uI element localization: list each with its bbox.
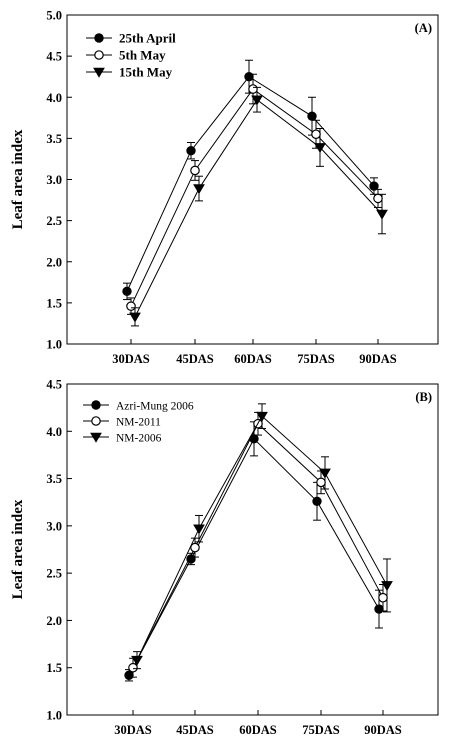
y-tick-label: 4.0 [46, 91, 62, 105]
legend-marker [90, 432, 102, 443]
y-axis-title: Leaf area index [10, 499, 26, 599]
data-point [126, 301, 136, 311]
x-tick-label: 75DAS [297, 352, 335, 366]
series-2 [129, 86, 388, 327]
x-tick-label: 75DAS [302, 723, 340, 737]
y-tick-label: 1.5 [46, 661, 62, 675]
legend: Azri-Mung 2006 NM-2011 NM-2006 [83, 400, 194, 445]
data-point [131, 655, 143, 666]
panel-b: 1.0 1.5 2.0 2.5 3.0 3.5 4.0 4.5 30DAS 45DAS 60DAS 7… [10, 378, 439, 737]
data-point [128, 662, 138, 673]
y-tick-label: 2.0 [46, 255, 62, 269]
y-tick-label: 2.5 [46, 567, 62, 581]
legend-label: 15th May [119, 65, 173, 80]
data-point [314, 143, 326, 154]
data-point [307, 111, 317, 121]
series-2 [131, 403, 393, 670]
series-line [132, 422, 384, 668]
data-point [122, 286, 132, 297]
data-point [251, 95, 263, 106]
x-tick-label: 30DAS [114, 723, 152, 737]
data-point [256, 411, 268, 422]
x-tick-label: 45DAS [176, 723, 214, 737]
panel-label: (A) [415, 21, 432, 35]
x-tick-label: 30DAS [112, 352, 150, 366]
x-tick-label: 90DAS [364, 723, 402, 737]
legend-label: NM-2006 [116, 433, 162, 445]
y-tick-label: 1.0 [46, 709, 62, 723]
data-point [374, 604, 384, 614]
series-line [134, 98, 383, 318]
data-point [316, 477, 326, 488]
data-point [311, 129, 321, 140]
x-tick-label: 45DAS [176, 352, 214, 366]
y-axis-title: Leaf area index [10, 129, 26, 229]
data-point [193, 524, 205, 535]
x-tick-label: 90DAS [359, 352, 397, 366]
legend-marker [94, 33, 104, 43]
y-tick-label: 1.5 [46, 296, 62, 310]
legend-marker [93, 67, 105, 78]
data-point [381, 581, 393, 592]
legend-label: Azri-Mung 2006 [116, 401, 194, 413]
data-point [373, 193, 383, 204]
series-1 [128, 411, 388, 678]
y-tick-label: 1.0 [46, 338, 62, 352]
y-tick-label: 3.5 [46, 132, 62, 146]
data-point [190, 165, 200, 176]
panel-label: (B) [415, 390, 432, 404]
series-0 [122, 59, 379, 301]
legend-label: NM-2011 [116, 417, 161, 429]
legend: 25th April 5th May 15th May [86, 31, 176, 80]
data-point [186, 146, 196, 156]
y-tick-label: 3.0 [46, 173, 62, 187]
data-point [129, 312, 141, 323]
data-point [319, 468, 331, 479]
plot-frame [66, 383, 439, 716]
series-line [128, 438, 380, 676]
data-point [312, 496, 322, 506]
x-tick-label: 60DAS [239, 723, 277, 737]
data-point [378, 592, 388, 603]
legend-marker [94, 50, 104, 60]
data-point [369, 181, 379, 191]
y-tick-label: 3.0 [46, 519, 62, 533]
series-1 [126, 73, 383, 315]
legend-marker [91, 400, 101, 410]
data-point [190, 542, 200, 553]
y-tick-label: 4.5 [46, 378, 62, 392]
y-tick-label: 3.5 [46, 472, 62, 486]
series-line [130, 88, 379, 307]
data-point [248, 84, 258, 94]
legend-marker [91, 416, 101, 426]
legend-label: 5th May [119, 48, 166, 63]
series-line [136, 415, 388, 661]
data-point [193, 184, 205, 195]
panel-a: 1.0 1.5 2.0 2.5 3.0 3.5 4.0 4.5 5.0 30DAS 45DAS 60D… [10, 9, 439, 366]
data-point [376, 209, 388, 220]
y-tick-label: 4.0 [46, 425, 62, 439]
y-tick-label: 2.5 [46, 214, 62, 228]
y-tick-label: 2.0 [46, 614, 62, 628]
legend-label: 25th April [119, 31, 176, 46]
y-tick-label: 5.0 [46, 9, 62, 23]
y-tick-label: 4.5 [46, 50, 62, 64]
x-tick-label: 60DAS [234, 352, 272, 366]
series-0 [124, 421, 384, 682]
